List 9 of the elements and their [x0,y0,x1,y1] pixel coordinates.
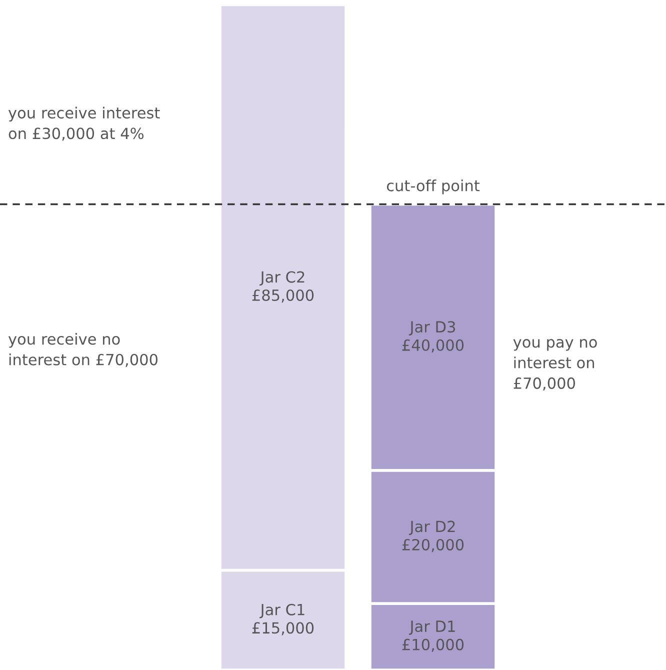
text: you receive no interest on £70,000 [8,332,158,367]
data-label: Jar C2 £85,000 [252,271,314,303]
text: you pay no interest on £70,000 [513,339,597,391]
text: you receive interest on £30,000 at 4% [8,106,160,141]
data-label: Jar D2 £20,000 [402,520,464,552]
data-label: Jar C1 £15,000 [252,604,314,636]
ref-line-label: cut-off point [386,180,480,194]
data-label: Jar D3 £40,000 [402,321,464,352]
data-label: Jar D1 £10,000 [402,620,464,652]
